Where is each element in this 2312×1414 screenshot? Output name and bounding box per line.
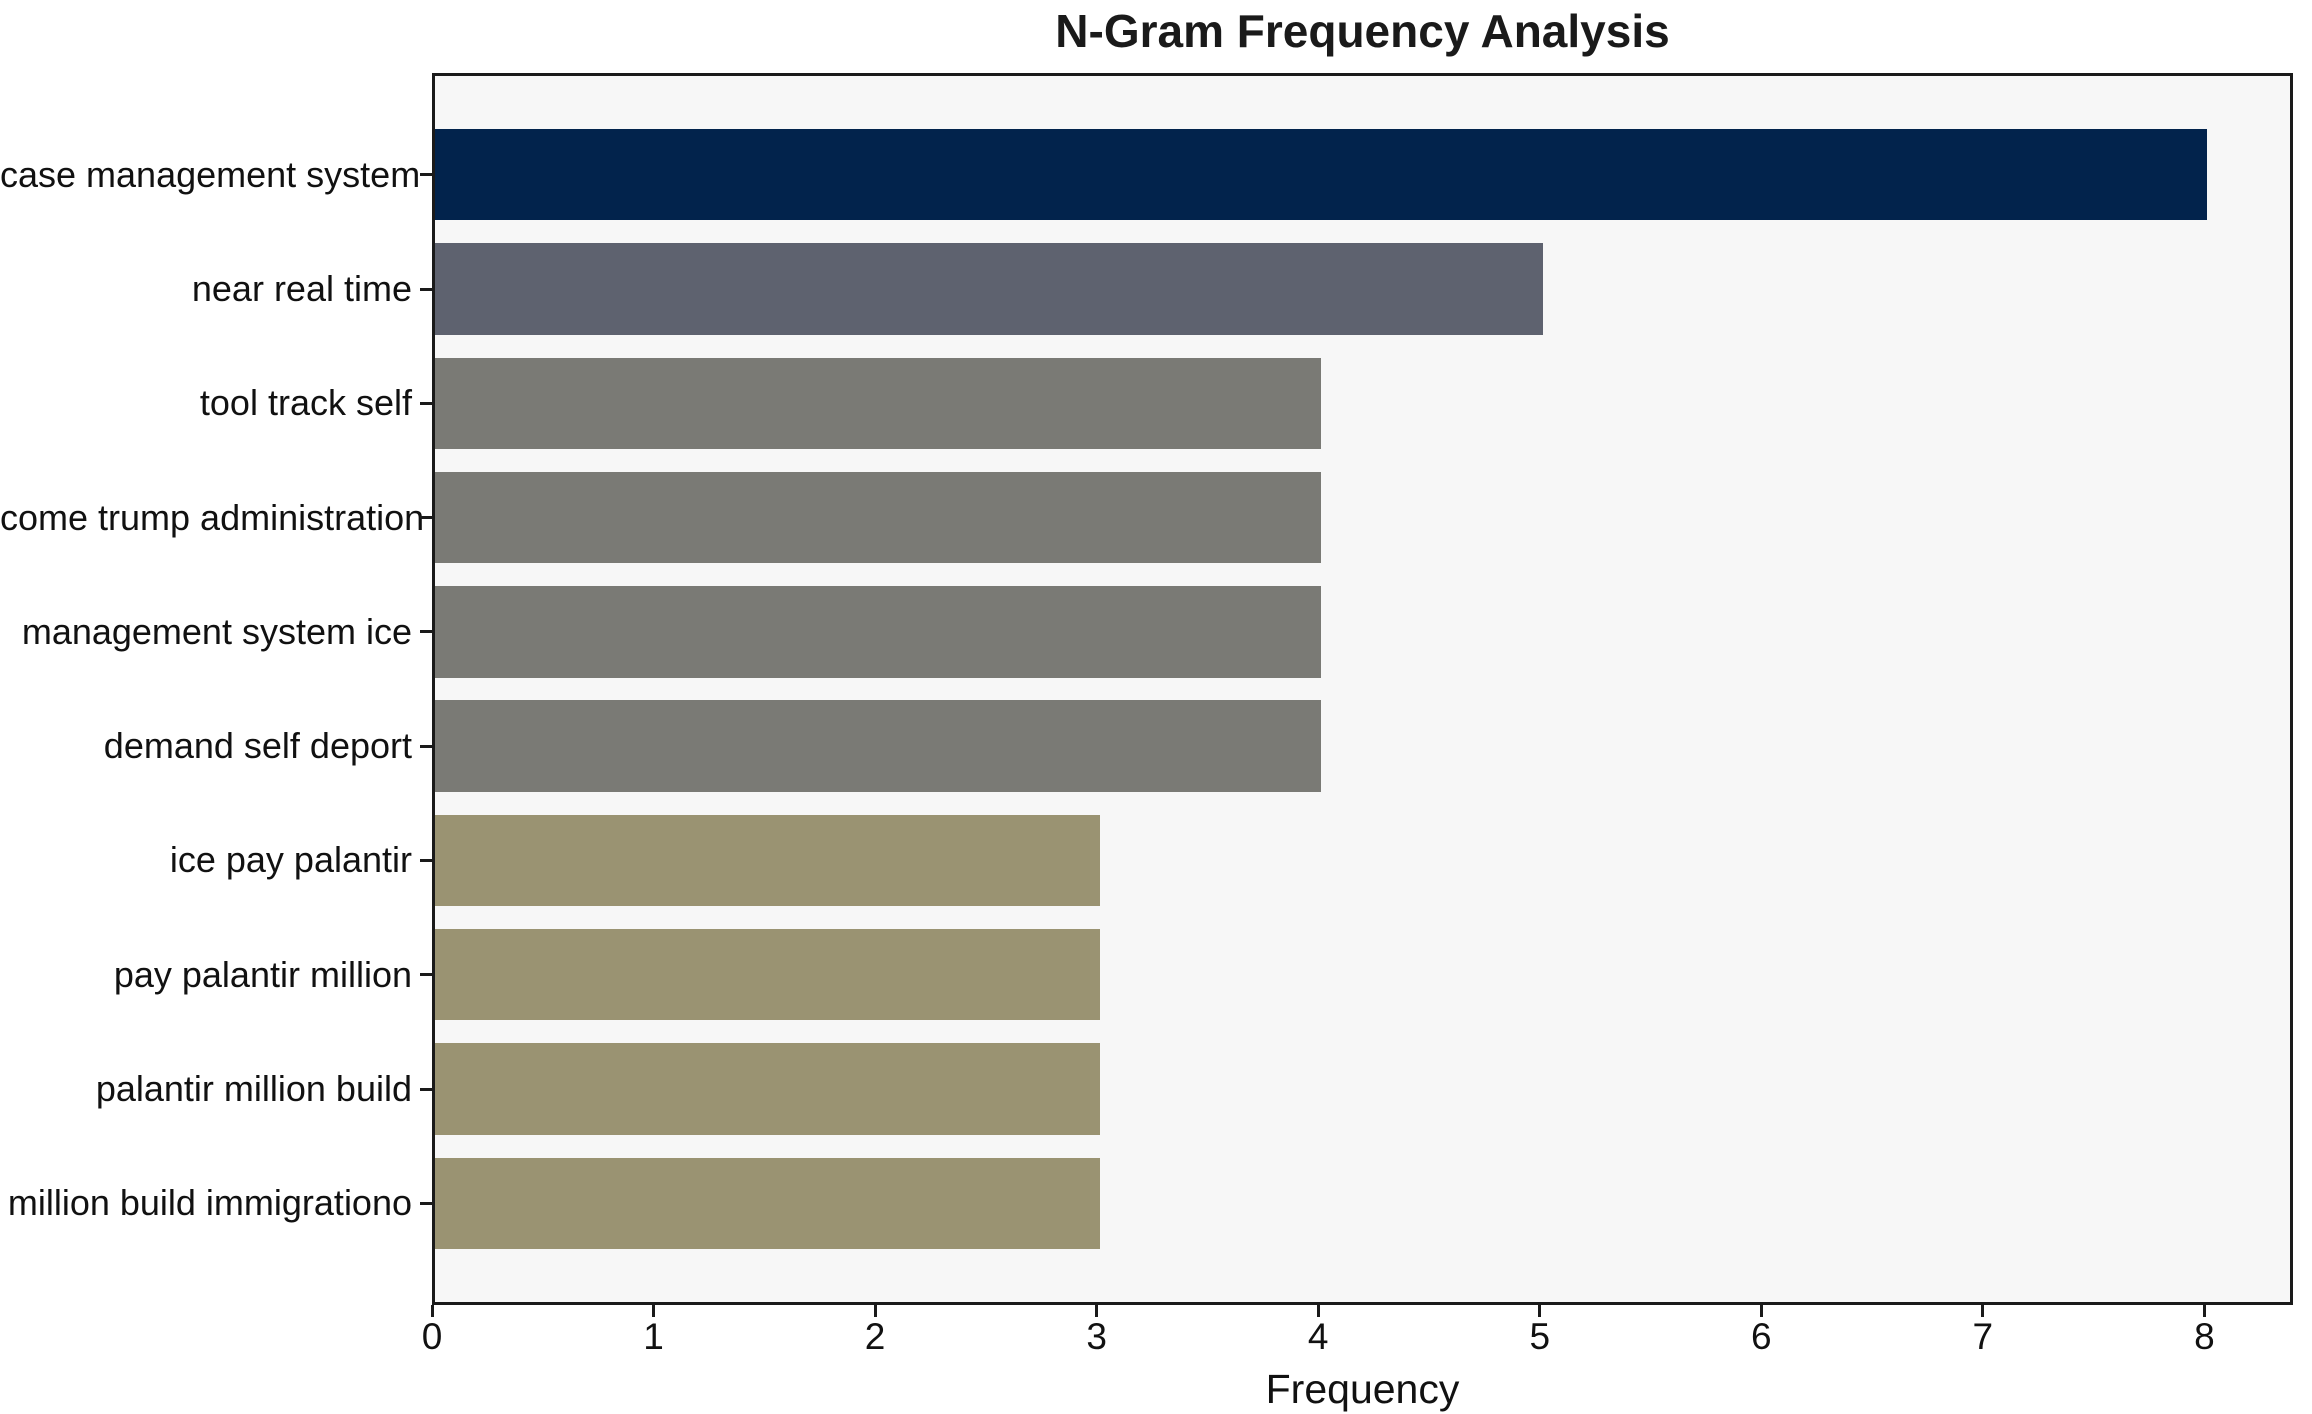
x-tick-mark — [2202, 1305, 2206, 1317]
y-tick-label: management system ice — [21, 610, 412, 652]
chart-title: N-Gram Frequency Analysis — [1055, 5, 1670, 57]
y-tick-mark — [420, 516, 432, 520]
bar — [435, 357, 1322, 449]
y-tick-mark — [420, 401, 432, 405]
y-tick-label: demand self deport — [103, 725, 412, 767]
y-tick-mark — [420, 858, 432, 862]
bar — [435, 1043, 1100, 1135]
x-tick-mark — [873, 1305, 877, 1317]
x-tick-label: 3 — [1086, 1316, 1107, 1357]
bar — [435, 129, 2208, 221]
y-tick-label: come trump administration — [0, 496, 425, 538]
x-tick-label: 4 — [1307, 1316, 1329, 1357]
y-tick-label: ice pay palantir — [169, 839, 412, 881]
x-tick-mark — [652, 1305, 656, 1317]
y-tick-mark — [420, 1087, 432, 1091]
x-tick-mark — [1981, 1305, 1985, 1317]
x-tick-mark — [430, 1305, 434, 1317]
x-tick-mark — [1316, 1305, 1320, 1317]
x-tick-label: 5 — [1529, 1316, 1551, 1357]
y-tick-mark — [420, 287, 432, 291]
bar — [435, 700, 1322, 792]
bar — [435, 929, 1100, 1021]
plot-area — [432, 73, 2293, 1305]
y-tick-mark — [420, 173, 432, 177]
x-tick-mark — [1759, 1305, 1763, 1317]
y-tick-mark — [420, 630, 432, 634]
y-tick-label: near real time — [191, 268, 412, 309]
x-tick-label: 8 — [2194, 1316, 2215, 1357]
x-tick-mark — [1538, 1305, 1542, 1317]
x-tick-label: 2 — [864, 1316, 886, 1357]
bar — [435, 586, 1322, 678]
y-tick-label: tool track self — [199, 382, 412, 424]
bar — [435, 1157, 1100, 1249]
y-tick-mark — [420, 1201, 432, 1205]
x-tick-label: 1 — [643, 1316, 664, 1357]
y-tick-label: case management system — [0, 153, 421, 195]
y-tick-mark — [420, 744, 432, 748]
x-tick-label: 6 — [1750, 1316, 1772, 1357]
bar — [435, 471, 1322, 564]
bar — [435, 814, 1100, 907]
y-tick-label: pay palantir million — [113, 953, 412, 995]
x-axis-title: Frequency — [1265, 1366, 1460, 1412]
y-tick-mark — [420, 973, 432, 977]
bar — [435, 243, 1543, 335]
x-tick-label: 0 — [421, 1316, 443, 1357]
y-tick-label: palantir million build — [95, 1068, 412, 1109]
x-tick-label: 7 — [1972, 1316, 1994, 1357]
x-tick-mark — [1095, 1305, 1099, 1317]
y-tick-label: million build immigrationo — [7, 1182, 412, 1224]
